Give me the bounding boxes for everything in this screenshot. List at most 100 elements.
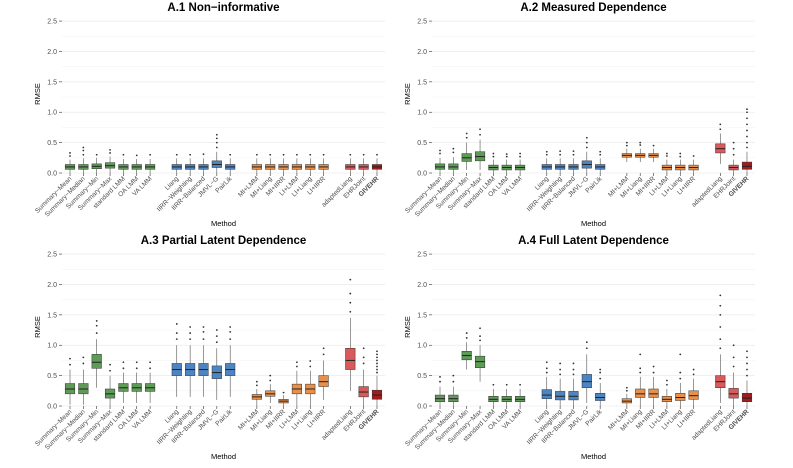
box-iirr-balanced [568,150,579,173]
panel-title: A.3 Partial Latent Dependence [141,235,307,247]
outlier-point [732,147,735,150]
y-axis-label: RMSE [33,316,42,338]
panel-4: 0.0 0.5 1.0 1.5 2.0 2.5 A.4 Full Latent Depend… [403,235,755,461]
outlier-point [215,141,218,144]
outlier-point [719,304,722,307]
outlier-point [175,153,178,156]
outlier-point [572,373,575,376]
outlier-point [652,365,655,368]
box-ehrjoint [358,153,369,173]
box-li-lmm [661,152,672,173]
outlier-point [376,356,378,359]
iqr-box [741,161,753,170]
outlier-point [505,383,508,386]
y-tick-label: 0.0 [47,404,57,411]
outlier-point [309,360,312,362]
x-axis-label: Method [211,452,236,461]
outlier-point [559,153,562,156]
outlier-point [652,144,655,147]
outlier-point [746,374,748,377]
outlier-point [719,123,722,126]
outlier-point [719,313,722,316]
outlier-point [692,373,695,376]
outlier-point [175,332,178,334]
box-mi-lmm [621,386,632,406]
y-tick-label: 2.0 [417,49,427,56]
outlier-point [746,368,748,371]
box-mi-iirr [278,153,289,173]
box-jmvl-g [211,133,222,173]
outlier-point [269,153,272,156]
outlier-point [269,374,272,377]
outlier-point [746,111,748,114]
outlier-point [519,155,521,158]
box-mi-iirr [278,391,289,406]
iqr-box [555,391,566,401]
outlier-point [465,332,468,334]
outlier-point [229,326,232,328]
outlier-point [545,150,548,153]
outlier-point [639,144,642,146]
outlier-point [255,153,258,156]
iqr-box [728,388,739,399]
panel-3: 0.0 0.5 1.0 1.5 2.0 2.5 A.3 Partial Latent Dep… [33,235,385,461]
outlier-point [376,353,378,356]
outlier-point [122,153,125,156]
y-tick-label: 2.0 [47,49,57,56]
iqr-box [741,392,753,402]
outlier-point [69,155,71,157]
outlier-point [732,365,735,368]
outlier-point [255,384,258,387]
outlier-point [255,380,258,383]
outlier-point [69,152,71,154]
outlier-point [376,362,378,365]
outlier-point [519,383,521,386]
outlier-point [545,153,548,156]
outlier-point [109,152,111,154]
box-summary-mean [434,375,446,406]
box-oa-lmm [501,383,512,406]
outlier-point [362,356,365,359]
box-va-lmm [145,153,156,173]
y-tick-label: 0.5 [417,140,427,147]
box-li-liang [675,353,686,406]
outlier-point [559,373,562,376]
outlier-point [189,338,192,341]
outlier-point [452,147,455,150]
box-mi-liang [635,353,646,406]
y-axis-label: RMSE [403,316,412,338]
outlier-point [189,326,192,328]
plot-background [432,15,755,173]
iqr-box [635,388,646,398]
outlier-point [746,356,748,359]
outlier-point [202,330,205,333]
outlier-point [95,332,98,334]
outlier-point [349,292,352,295]
outlier-point [585,141,588,144]
y-tick-label: 2.5 [417,19,427,26]
outlier-point [559,368,562,371]
outlier-point [719,294,722,297]
outlier-point [666,379,668,382]
outlier-point [652,371,655,374]
outlier-point [376,359,378,362]
outlier-point [362,153,365,156]
outlier-point [719,338,722,341]
box-summary-median [448,147,459,173]
outlier-point [719,128,722,131]
y-tick-label: 0.0 [417,171,427,178]
outlier-point [322,153,325,156]
box-ehrjoint [728,141,739,173]
box-givehr [371,350,383,406]
y-tick-label: 0.5 [47,373,57,380]
y-tick-label: 2.5 [47,252,57,259]
outlier-point [82,153,85,156]
outlier-point [679,152,682,155]
outlier-point [95,153,98,156]
y-axis-label: RMSE [33,83,42,105]
box-adaptedliang [345,153,356,173]
x-axis-label: Method [211,219,236,228]
box-oa-lmm [131,361,142,403]
outlier-point [679,155,682,158]
y-tick-label: 1.0 [47,110,57,117]
